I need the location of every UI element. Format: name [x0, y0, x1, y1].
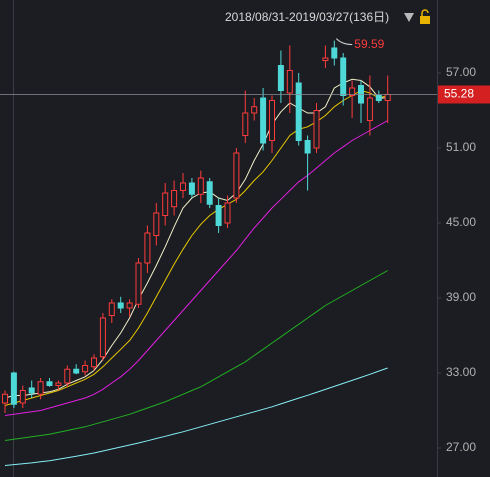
candle-body: [375, 95, 382, 101]
last-price-label: 55.28: [444, 87, 474, 101]
candle-body: [277, 65, 284, 91]
candle-body: [82, 365, 89, 373]
candle-body: [19, 390, 26, 404]
y-tick-label: 57.00: [446, 65, 476, 79]
candle-body: [269, 100, 275, 141]
lock-icon[interactable]: [420, 9, 430, 24]
candle-body: [340, 57, 347, 96]
y-tick-label: 51.00: [446, 140, 476, 154]
candle-body: [2, 393, 8, 404]
candle-body: [313, 110, 320, 149]
candle-body: [126, 302, 133, 309]
candle-body: [197, 177, 204, 195]
candle-body: [206, 181, 213, 205]
last-price-box: [438, 85, 490, 104]
candle-body: [91, 357, 97, 368]
y-tick-label: 27.00: [446, 440, 476, 454]
y-tick-label: 39.00: [446, 290, 476, 304]
candle-body: [28, 387, 35, 394]
candle-body: [180, 182, 186, 191]
candle-body: [331, 47, 338, 59]
moving-average-line: [4, 270, 388, 441]
candle-body: [215, 205, 222, 226]
candle-body: [162, 192, 169, 216]
candle-body: [349, 87, 356, 96]
candle-body: [233, 152, 240, 199]
y-tick-label: 45.00: [446, 215, 476, 229]
moving-average-line: [4, 367, 388, 466]
candle-body: [322, 57, 329, 61]
candle-body: [304, 140, 311, 154]
max-arrow: [335, 38, 353, 46]
candle-body: [286, 70, 293, 94]
date-range: 2018/08/31-2019/03/27(136日): [225, 10, 389, 24]
candle-body: [384, 94, 391, 101]
candle-body: [242, 112, 249, 136]
moving-average-line: [4, 120, 388, 416]
max-annotation: 59.59: [354, 37, 384, 51]
candle-body: [73, 368, 80, 374]
moving-average-line: [4, 78, 388, 399]
candle-body: [153, 212, 160, 236]
candle-body: [295, 82, 302, 141]
candle-body: [251, 106, 258, 114]
candle-body: [10, 372, 17, 405]
candle-body: [117, 302, 124, 309]
candle-body: [260, 97, 267, 144]
candle-body: [224, 202, 231, 224]
candle-body: [144, 232, 151, 264]
candle-body: [64, 368, 71, 384]
candle-body: [188, 182, 195, 195]
candle-body: [37, 381, 44, 395]
candle-body: [135, 262, 142, 305]
candle-body: [108, 302, 115, 316]
candle-body: [55, 382, 62, 386]
dropdown-arrow[interactable]: [404, 13, 414, 22]
candle-body: [46, 381, 53, 386]
y-tick-label: 33.00: [446, 365, 476, 379]
candle-body: [366, 97, 373, 121]
moving-average-line: [4, 89, 388, 406]
candle-body: [171, 190, 178, 208]
candle-body: [99, 317, 106, 358]
